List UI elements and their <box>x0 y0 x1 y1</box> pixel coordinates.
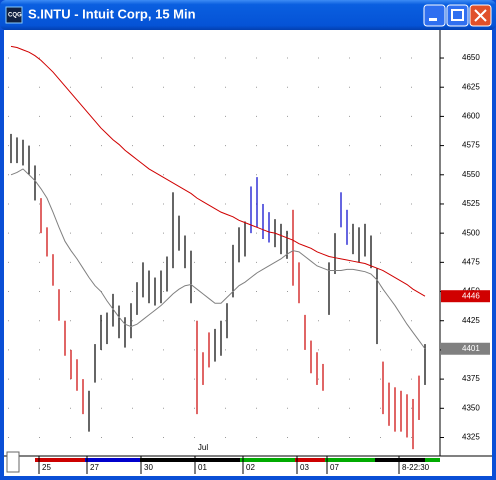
session-strip <box>35 458 440 462</box>
maximize-button[interactable] <box>446 4 469 27</box>
moving-average-line <box>10 168 426 350</box>
y-tick-label: 4475 <box>462 257 480 266</box>
y-tick-label: 4375 <box>462 374 480 383</box>
window-title: S.INTU - Intuit Corp, 15 Min <box>28 6 196 21</box>
title-bar <box>0 0 496 30</box>
x-tick-label: 02 <box>246 463 255 472</box>
month-label: Jul <box>198 443 208 452</box>
last-value-label: 4401 <box>462 344 480 353</box>
y-tick-label: 4600 <box>462 112 480 121</box>
scroll-box[interactable] <box>6 451 20 473</box>
app-icon-text: CQG <box>8 13 22 19</box>
y-tick-label: 4425 <box>462 316 480 325</box>
app-icon <box>5 6 23 24</box>
x-tick-label: 8-22:30 <box>402 463 430 472</box>
x-tick-label: 01 <box>198 463 207 472</box>
last-value-box <box>441 342 490 355</box>
x-tick-label: 27 <box>90 463 99 472</box>
last-value-box <box>441 290 490 303</box>
x-tick-label: 30 <box>144 463 153 472</box>
y-tick-label: 4625 <box>462 82 480 91</box>
chart-pane <box>4 30 492 476</box>
y-tick-label: 4525 <box>462 199 480 208</box>
y-tick-label: 4350 <box>462 403 480 412</box>
moving-average-line <box>10 45 426 297</box>
close-button[interactable] <box>469 4 492 27</box>
y-tick-label: 4575 <box>462 141 480 150</box>
y-tick-label: 4500 <box>462 228 480 237</box>
x-tick-label: 25 <box>42 463 51 472</box>
x-tick-label: 07 <box>330 463 339 472</box>
last-value-label: 4446 <box>462 291 480 300</box>
y-tick-label: 4325 <box>462 433 480 442</box>
minimize-button[interactable] <box>423 4 446 27</box>
y-tick-label: 4550 <box>462 170 480 179</box>
y-tick-label: 4650 <box>462 53 480 62</box>
x-tick-label: 03 <box>300 463 309 472</box>
